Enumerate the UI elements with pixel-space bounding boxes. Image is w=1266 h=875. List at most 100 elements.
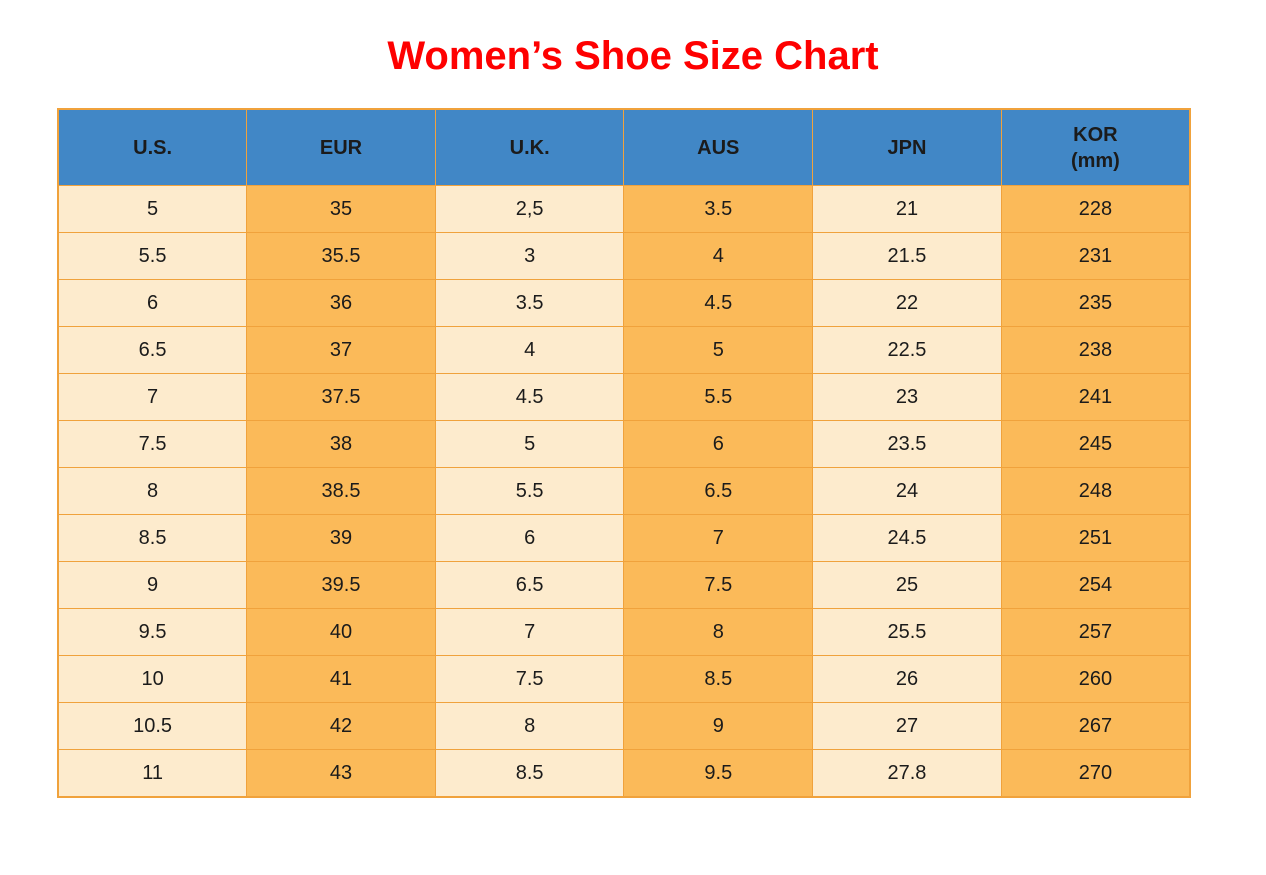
- table-row: 8 38.5 5.5 6.5 24 248: [57, 467, 1191, 515]
- column-header-line: U.S.: [133, 136, 173, 159]
- cell-aus: 6: [623, 420, 814, 468]
- cell-us: 11: [57, 749, 248, 798]
- table-body: 5 35 2,5 3.5 21 228 5.5 35.5 3 4 21.5 231 6 36 3.5 4.5 2…: [57, 185, 1191, 798]
- cell-kor: 245: [1000, 420, 1191, 468]
- column-header-uk: U.K.: [434, 108, 625, 186]
- cell-jpn: 25: [812, 561, 1002, 609]
- cell-eur: 40: [246, 608, 436, 656]
- cell-aus: 5: [623, 326, 814, 374]
- cell-kor: 241: [1000, 373, 1191, 421]
- cell-kor: 228: [1000, 185, 1191, 233]
- table-row: 9 39.5 6.5 7.5 25 254: [57, 561, 1191, 609]
- cell-aus: 6.5: [623, 467, 814, 515]
- column-header-line: KOR: [1073, 123, 1118, 146]
- table-row: 6 36 3.5 4.5 22 235: [57, 279, 1191, 327]
- cell-jpn: 24: [812, 467, 1002, 515]
- cell-us: 6.5: [57, 326, 248, 374]
- cell-aus: 7: [623, 514, 814, 562]
- cell-eur: 41: [246, 655, 436, 703]
- cell-aus: 7.5: [623, 561, 814, 609]
- cell-us: 10: [57, 655, 248, 703]
- shoe-size-table: U.S. EUR U.K. AUS JPN KOR (mm) 5 35 2,5 3.5 21 228 5…: [57, 108, 1191, 798]
- cell-eur: 39: [246, 514, 436, 562]
- cell-uk: 7.5: [434, 655, 625, 703]
- page: Women’s Shoe Size Chart U.S. EUR U.K. AUS JP…: [0, 34, 1266, 798]
- cell-us: 9: [57, 561, 248, 609]
- column-header-kor: KOR (mm): [1000, 108, 1191, 186]
- cell-jpn: 23: [812, 373, 1002, 421]
- cell-uk: 5: [434, 420, 625, 468]
- table-row: 7 37.5 4.5 5.5 23 241: [57, 373, 1191, 421]
- cell-aus: 3.5: [623, 185, 814, 233]
- cell-kor: 248: [1000, 467, 1191, 515]
- cell-us: 6: [57, 279, 248, 327]
- cell-aus: 8: [623, 608, 814, 656]
- table-header-row: U.S. EUR U.K. AUS JPN KOR (mm): [57, 108, 1191, 186]
- cell-kor: 238: [1000, 326, 1191, 374]
- column-header-jpn: JPN: [812, 108, 1002, 186]
- cell-jpn: 22.5: [812, 326, 1002, 374]
- cell-kor: 251: [1000, 514, 1191, 562]
- cell-eur: 39.5: [246, 561, 436, 609]
- cell-uk: 3: [434, 232, 625, 280]
- table-row: 9.5 40 7 8 25.5 257: [57, 608, 1191, 656]
- column-header-line: EUR: [319, 136, 363, 159]
- cell-jpn: 27.8: [812, 749, 1002, 798]
- cell-uk: 8: [434, 702, 625, 750]
- cell-eur: 35.5: [246, 232, 436, 280]
- cell-jpn: 23.5: [812, 420, 1002, 468]
- cell-us: 10.5: [57, 702, 248, 750]
- cell-eur: 37.5: [246, 373, 436, 421]
- cell-kor: 254: [1000, 561, 1191, 609]
- column-header-aus: AUS: [623, 108, 814, 186]
- cell-uk: 4.5: [434, 373, 625, 421]
- cell-kor: 267: [1000, 702, 1191, 750]
- column-header-line: AUS: [697, 136, 740, 159]
- cell-jpn: 27: [812, 702, 1002, 750]
- cell-uk: 3.5: [434, 279, 625, 327]
- column-header-eur: EUR: [246, 108, 436, 186]
- cell-us: 5.5: [57, 232, 248, 280]
- cell-aus: 5.5: [623, 373, 814, 421]
- cell-kor: 231: [1000, 232, 1191, 280]
- cell-kor: 235: [1000, 279, 1191, 327]
- cell-us: 8: [57, 467, 248, 515]
- cell-eur: 43: [246, 749, 436, 798]
- cell-uk: 5.5: [434, 467, 625, 515]
- cell-kor: 270: [1000, 749, 1191, 798]
- cell-eur: 35: [246, 185, 436, 233]
- cell-eur: 36: [246, 279, 436, 327]
- cell-us: 7: [57, 373, 248, 421]
- cell-kor: 257: [1000, 608, 1191, 656]
- cell-aus: 4: [623, 232, 814, 280]
- cell-jpn: 21: [812, 185, 1002, 233]
- cell-us: 5: [57, 185, 248, 233]
- cell-uk: 7: [434, 608, 625, 656]
- cell-us: 7.5: [57, 420, 248, 468]
- cell-us: 9.5: [57, 608, 248, 656]
- cell-aus: 9: [623, 702, 814, 750]
- page-title: Women’s Shoe Size Chart: [387, 34, 879, 78]
- column-header-line: U.K.: [509, 136, 550, 159]
- cell-eur: 38.5: [246, 467, 436, 515]
- table-row: 10.5 42 8 9 27 267: [57, 702, 1191, 750]
- table-row: 10 41 7.5 8.5 26 260: [57, 655, 1191, 703]
- cell-kor: 260: [1000, 655, 1191, 703]
- column-header-line: JPN: [887, 136, 927, 159]
- cell-uk: 8.5: [434, 749, 625, 798]
- cell-uk: 2,5: [434, 185, 625, 233]
- cell-aus: 8.5: [623, 655, 814, 703]
- cell-uk: 6: [434, 514, 625, 562]
- cell-jpn: 26: [812, 655, 1002, 703]
- table-header: U.S. EUR U.K. AUS JPN KOR (mm): [57, 108, 1191, 186]
- table-row: 5 35 2,5 3.5 21 228: [57, 185, 1191, 233]
- cell-uk: 4: [434, 326, 625, 374]
- cell-eur: 38: [246, 420, 436, 468]
- table-row: 5.5 35.5 3 4 21.5 231: [57, 232, 1191, 280]
- cell-eur: 42: [246, 702, 436, 750]
- cell-jpn: 24.5: [812, 514, 1002, 562]
- cell-aus: 9.5: [623, 749, 814, 798]
- table-row: 8.5 39 6 7 24.5 251: [57, 514, 1191, 562]
- table-row: 6.5 37 4 5 22.5 238: [57, 326, 1191, 374]
- table-row: 11 43 8.5 9.5 27.8 270: [57, 749, 1191, 798]
